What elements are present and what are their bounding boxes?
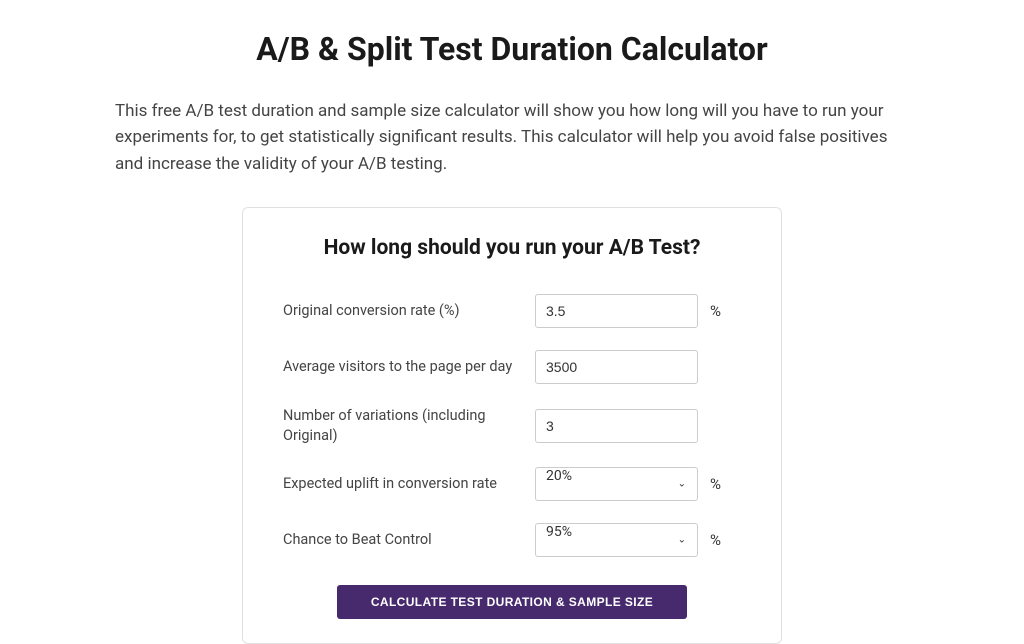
uplift-label: Expected uplift in conversion rate: [283, 474, 523, 494]
uplift-unit: %: [710, 475, 730, 493]
row-variations: Number of variations (including Original…: [283, 406, 741, 445]
card-heading: How long should you run your A/B Test?: [283, 236, 741, 260]
confidence-select-wrap: 95% ⌄: [535, 523, 698, 557]
uplift-select-value: 20%: [546, 468, 572, 484]
page-description: This free A/B test duration and sample s…: [107, 98, 917, 177]
conversion-rate-input[interactable]: [535, 294, 698, 328]
confidence-select[interactable]: 95%: [535, 523, 698, 557]
page-title: A/B & Split Test Duration Calculator: [107, 30, 917, 68]
uplift-select[interactable]: 20%: [535, 467, 698, 501]
confidence-select-value: 95%: [546, 524, 572, 540]
main-container: A/B & Split Test Duration Calculator Thi…: [87, 0, 937, 644]
uplift-select-wrap: 20% ⌄: [535, 467, 698, 501]
calculator-card: How long should you run your A/B Test? O…: [242, 207, 782, 644]
visitors-label: Average visitors to the page per day: [283, 357, 523, 377]
variations-label: Number of variations (including Original…: [283, 406, 523, 445]
variations-input-wrap: [535, 409, 698, 443]
visitors-input-wrap: [535, 350, 698, 384]
variations-input[interactable]: [535, 409, 698, 443]
confidence-label: Chance to Beat Control: [283, 530, 523, 550]
confidence-unit: %: [710, 531, 730, 549]
calculate-button[interactable]: CALCULATE TEST DURATION & SAMPLE SIZE: [337, 585, 687, 619]
conversion-rate-label: Original conversion rate (%): [283, 301, 523, 321]
conversion-rate-input-wrap: [535, 294, 698, 328]
row-confidence: Chance to Beat Control 95% ⌄ %: [283, 523, 741, 557]
conversion-rate-unit: %: [710, 302, 730, 320]
row-visitors: Average visitors to the page per day: [283, 350, 741, 384]
row-conversion-rate: Original conversion rate (%) %: [283, 294, 741, 328]
button-row: CALCULATE TEST DURATION & SAMPLE SIZE: [283, 585, 741, 619]
visitors-input[interactable]: [535, 350, 698, 384]
row-uplift: Expected uplift in conversion rate 20% ⌄…: [283, 467, 741, 501]
